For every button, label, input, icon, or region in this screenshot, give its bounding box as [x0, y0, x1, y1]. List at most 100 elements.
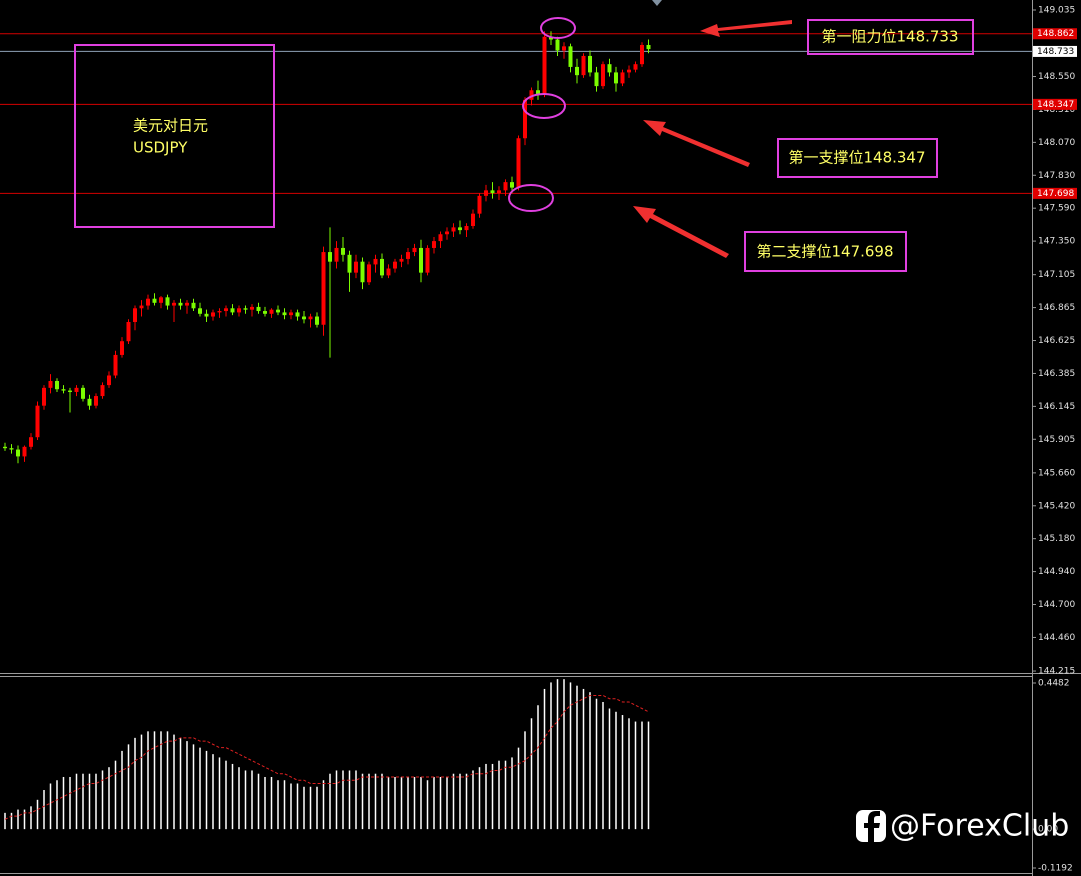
histogram-bar — [381, 773, 383, 830]
y-tick-label: 144.460 — [1038, 633, 1075, 643]
annotations: 美元对日元 USDJPY 第一阻力位148.733 第一支撑位148.347 第… — [74, 17, 1069, 844]
histogram-bar — [478, 767, 481, 830]
candle-body — [601, 64, 605, 87]
y-tick-label: 144.215 — [1038, 667, 1075, 677]
histogram-bar — [530, 718, 533, 830]
candle-body — [510, 182, 514, 188]
histogram-bar — [368, 773, 370, 830]
candle-body — [503, 182, 508, 191]
histogram-bar — [595, 698, 598, 830]
candle-body — [256, 306, 261, 312]
histogram-bar — [43, 790, 45, 830]
candle-body — [367, 264, 371, 283]
candle-body — [198, 308, 202, 314]
histogram-bar — [355, 770, 357, 830]
price-tag — [1033, 98, 1077, 110]
candle-body — [523, 99, 527, 139]
histogram-bar — [420, 776, 422, 830]
candle-body — [458, 227, 462, 231]
candle-body — [575, 66, 579, 76]
y-tick-label: 148.070 — [1038, 138, 1075, 148]
histogram-bar — [17, 809, 19, 830]
price-tag — [1033, 28, 1077, 40]
price-tag — [1033, 187, 1077, 199]
histogram-bar — [517, 747, 520, 830]
candle-body — [588, 55, 592, 73]
histogram-bar — [641, 721, 643, 830]
histogram-bar — [277, 780, 279, 830]
histogram-bar — [647, 721, 650, 830]
price-tag-label: 148.862 — [1037, 29, 1074, 39]
histogram-bar — [543, 688, 546, 830]
histogram-bar — [426, 780, 429, 830]
candles — [3, 31, 651, 464]
y-tick-label: 148.310 — [1038, 105, 1075, 115]
arrow — [633, 206, 729, 258]
histogram-bar — [374, 773, 377, 830]
candle-body — [360, 261, 365, 283]
macd-panel — [4, 679, 650, 830]
candle-body — [380, 258, 384, 276]
y-tick-label: -0.1192 — [1038, 864, 1073, 874]
histogram-bar — [537, 705, 539, 830]
histogram-bar — [49, 783, 52, 830]
candle-body — [620, 72, 625, 84]
candle-body — [243, 308, 248, 310]
histogram-bar — [303, 786, 305, 830]
histogram-bar — [296, 783, 299, 830]
histogram-bar — [134, 737, 136, 830]
histogram-bar — [433, 776, 435, 830]
histogram-bar — [465, 773, 468, 830]
y-tick-label: 145.420 — [1038, 501, 1075, 511]
histogram-bar — [251, 770, 253, 830]
histogram-bar — [218, 757, 221, 830]
candle-body — [393, 261, 397, 269]
histogram-bar — [621, 715, 624, 830]
candle-body — [490, 190, 495, 194]
candle-body — [568, 46, 573, 67]
y-tick-label: 145.905 — [1038, 435, 1075, 445]
candle-body — [237, 308, 241, 313]
histogram-bar — [23, 809, 26, 830]
candle-body — [373, 258, 378, 265]
histogram-bar — [10, 812, 13, 830]
y-tick-label: 147.830 — [1038, 171, 1075, 181]
candle-body — [107, 375, 111, 386]
callout-text: 第一支撑位148.347 — [788, 149, 925, 167]
histogram-bar — [56, 780, 58, 830]
candle-body — [399, 258, 404, 262]
histogram-bar — [4, 812, 6, 830]
histogram-bar — [88, 773, 91, 830]
histogram-bar — [413, 776, 416, 830]
candle-body — [22, 446, 27, 457]
candle-body — [282, 312, 287, 316]
histogram-bar — [69, 776, 71, 830]
price-tag-label: 148.347 — [1037, 100, 1074, 110]
candle-body — [217, 311, 222, 313]
candle-body — [42, 387, 46, 406]
candle-body — [321, 252, 326, 325]
price-tag-label: 148.733 — [1037, 47, 1074, 57]
candle-body — [204, 313, 209, 317]
candle-body — [159, 297, 163, 303]
histogram-bar — [264, 776, 266, 830]
pair-box — [74, 44, 275, 228]
histogram-bar — [452, 773, 455, 830]
histogram-bar — [361, 773, 364, 830]
candle-body — [614, 72, 618, 84]
histogram-bar — [231, 763, 234, 830]
candle-body — [191, 302, 196, 309]
arrow — [643, 120, 750, 167]
candle-body — [633, 64, 638, 70]
candle-body — [48, 380, 53, 388]
candle-body — [100, 385, 105, 397]
histogram-bar — [550, 682, 552, 830]
y-tick-label: 145.180 — [1038, 534, 1075, 544]
candle-body — [146, 298, 150, 306]
histogram-bar — [121, 750, 123, 830]
histogram-bar — [602, 701, 604, 830]
candle-body — [328, 252, 332, 262]
histogram-bar — [192, 744, 195, 830]
